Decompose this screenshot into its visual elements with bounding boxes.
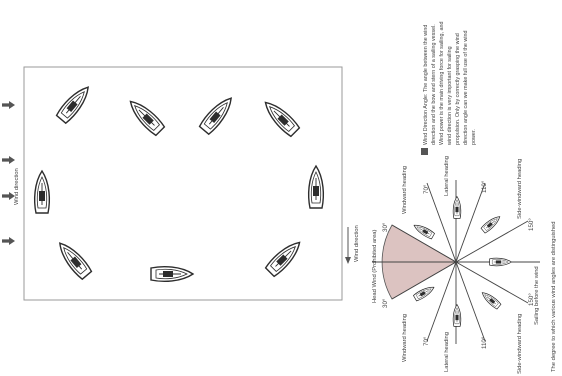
- sailboat-icon: [54, 81, 95, 125]
- lateral-heading-top: Lateral heading: [444, 156, 450, 196]
- wind-arrow-icon: [2, 237, 15, 245]
- left-wind-direction-label: Wind direction: [14, 168, 20, 205]
- angle-110-bottom: 110°: [481, 336, 488, 349]
- angle-rays: [372, 180, 540, 344]
- sailboat-icon: [150, 265, 194, 283]
- right-panel: Wind direction Head Wind (Prohibited are…: [345, 22, 557, 374]
- angle-70-top: 70°: [423, 184, 430, 194]
- sailboat-icon: [411, 221, 436, 240]
- sailboat-icon: [489, 257, 512, 267]
- description-line-3: Wind power is the main driving force for…: [439, 22, 445, 145]
- sailboat-icon: [480, 213, 503, 234]
- description-line-5: propulsion. Only by correctly grasping t…: [455, 33, 461, 145]
- sailboat-icon: [263, 236, 306, 279]
- angle-150-bottom: 150°: [528, 293, 535, 306]
- description-line-7: power.: [471, 129, 477, 145]
- angle-30-top: 30°: [382, 222, 389, 232]
- description-line-4: wind direction is very important for sai…: [447, 46, 453, 146]
- left-boats: [33, 81, 325, 283]
- lateral-heading-bottom: Lateral heading: [444, 332, 450, 372]
- head-wind-label: Head Wind (Prohibited area): [372, 229, 378, 303]
- sailboat-icon: [259, 96, 302, 139]
- sailboat-icon: [307, 165, 325, 209]
- sailboat-icon: [452, 196, 462, 219]
- sailboat-icon: [412, 283, 437, 302]
- diagram-caption: The degree to which various wind angles …: [551, 222, 557, 373]
- angle-110-top: 110°: [481, 180, 488, 193]
- description-line-2: direction and the bow and stern of a sai…: [431, 24, 437, 145]
- sailing-area-frame: [23, 66, 343, 301]
- wind-arrow-icon: [2, 101, 15, 109]
- right-wind-arrow: [345, 227, 351, 264]
- sailboat-icon: [33, 170, 51, 214]
- side-windward-heading-bottom: Side-windward heading: [517, 314, 523, 374]
- description-line-6: direction angle can we make full use of …: [463, 31, 469, 145]
- legend-square: [421, 148, 428, 155]
- angle-30-bottom: 30°: [382, 298, 389, 308]
- sailboat-icon: [53, 237, 94, 281]
- right-wind-direction-label: Wind direction: [354, 225, 360, 262]
- angle-150-top: 150°: [528, 218, 535, 231]
- windward-heading-top: Windward heading: [402, 166, 408, 214]
- side-windward-heading-top: Side-windward heading: [517, 159, 523, 219]
- sailboat-icon: [479, 289, 502, 310]
- sailboat-icon: [452, 304, 462, 327]
- sailboat-icon: [197, 92, 238, 136]
- sailboat-icon: [124, 95, 167, 138]
- windward-heading-bottom: Windward heading: [402, 314, 408, 362]
- left-panel: Wind direction: [2, 66, 343, 301]
- description-line-1: Wind Direction Angle: The angle between …: [423, 25, 429, 145]
- wind-arrow-icon: [2, 156, 15, 164]
- angle-70-bottom: 70°: [423, 336, 430, 346]
- sailing-before-wind-label: Sailing before the wind: [534, 266, 540, 325]
